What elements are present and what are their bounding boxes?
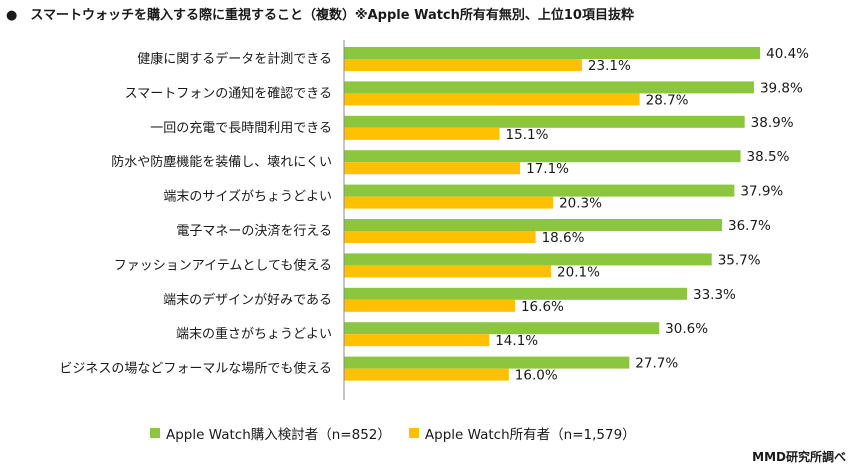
bar-series-2 (344, 93, 640, 106)
category-label: 一回の充電で長時間利用できる (150, 120, 332, 136)
legend-label-series-1: Apple Watch購入検討者（n=852） (166, 427, 391, 443)
data-label-series-1: 37.9% (740, 184, 783, 200)
category-label: 健康に関するデータを計測できる (137, 51, 332, 67)
data-label-series-1: 40.4% (766, 46, 809, 62)
data-label-series-2: 18.6% (542, 230, 585, 246)
data-label-series-1: 35.7% (718, 252, 761, 268)
data-label-series-2: 20.1% (557, 264, 600, 280)
category-label: ファッションアイテムとしても使える (114, 257, 332, 273)
data-label-series-2: 16.0% (515, 368, 558, 384)
bar-series-1 (344, 115, 745, 128)
category-label: ビジネスの場などフォーマルな場所でも使える (59, 361, 332, 377)
legend-item-series-2: Apple Watch所有者（n=1,579） (408, 423, 636, 443)
data-label-series-1: 38.9% (751, 115, 794, 131)
legend-label-series-2: Apple Watch所有者（n=1,579） (424, 427, 636, 443)
chart-title: ● スマートウォッチを購入する際に重視すること（複数）※Apple Watch所… (6, 8, 634, 23)
category-label: 端末のデザインが好みである (163, 292, 332, 308)
bar-series-2 (344, 59, 582, 71)
bar-series-1 (344, 150, 741, 163)
bar-series-2 (344, 265, 552, 278)
data-label-series-2: 14.1% (495, 333, 538, 349)
bar-series-2 (344, 231, 536, 243)
bar-series-1 (344, 47, 761, 59)
data-label-series-2: 15.1% (506, 127, 549, 143)
data-label-series-1: 27.7% (635, 356, 678, 372)
data-label-series-1: 38.5% (747, 149, 790, 165)
data-label-series-2: 16.6% (521, 299, 564, 315)
bar-series-2 (344, 368, 509, 381)
category-label: 端末の重さがちょうどよい (176, 326, 332, 342)
bar-series-1 (344, 253, 712, 266)
category-label: 端末のサイズがちょうどよい (163, 189, 332, 205)
data-label-series-2: 20.3% (559, 196, 602, 212)
bar-series-1 (344, 322, 660, 335)
legend-swatch-series-2 (408, 428, 419, 438)
legend: Apple Watch購入検討者（n=852） Apple Watch所有者（n… (150, 423, 654, 443)
bar-series-1 (344, 356, 630, 369)
bar-series-1 (344, 184, 735, 197)
data-label-series-2: 23.1% (588, 58, 631, 74)
legend-item-series-1: Apple Watch購入検討者（n=852） (150, 423, 391, 443)
category-label: 電子マネーの決済を行える (176, 223, 332, 239)
data-label-series-1: 33.3% (693, 287, 736, 303)
bar-series-2 (344, 299, 515, 312)
bar-series-2 (344, 196, 554, 209)
bar-series-1 (344, 287, 687, 300)
data-label-series-1: 30.6% (665, 321, 708, 337)
bar-series-1 (344, 219, 723, 231)
source-credit: MMD研究所調べ (752, 450, 846, 464)
data-label-series-1: 36.7% (728, 218, 771, 234)
bar-series-2 (344, 334, 490, 347)
bar-series-1 (344, 81, 754, 94)
data-label-series-1: 39.8% (760, 80, 803, 96)
data-label-series-2: 17.1% (526, 161, 569, 177)
bar-series-2 (344, 162, 521, 175)
bar-series-2 (344, 127, 500, 140)
category-label: スマートフォンの通知を確認できる (125, 85, 332, 101)
category-label: 防水や防塵機能を装備し、壊れにくい (111, 154, 332, 170)
data-label-series-2: 28.7% (646, 92, 689, 108)
legend-swatch-series-1 (150, 428, 160, 438)
